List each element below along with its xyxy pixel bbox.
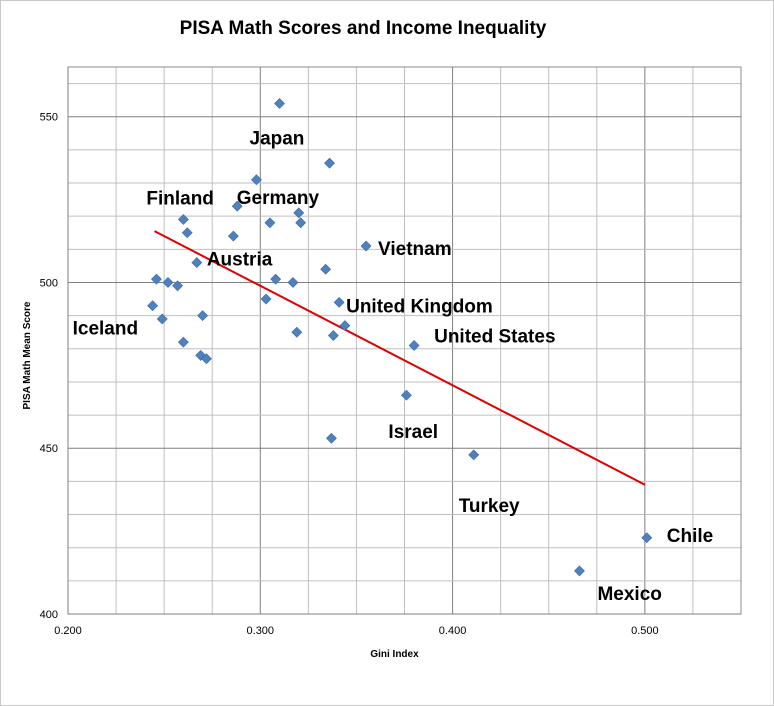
data-point [251,174,262,186]
y-axis-label: PISA Math Mean Score [22,301,33,409]
axes: 0.200 0.300 0.400 0.500 400 450 500 550 Gini Ind… [22,67,741,660]
data-point [197,310,209,322]
country-annotation: Vietnam [378,239,452,260]
country-annotation: Mexico [597,584,661,605]
data-point [270,273,282,285]
data-point [408,340,420,351]
data-point [360,240,372,252]
x-tick-label: 0.500 [631,625,659,637]
labels-group: Japan Finland Germany Vietnam Austria Iceland… [73,128,714,604]
country-annotation: Japan [250,128,305,149]
data-point [156,313,168,325]
data-point [147,300,159,312]
data-point [333,296,345,308]
data-point [260,293,272,305]
country-annotation: Germany [237,188,320,209]
data-point [151,273,162,285]
country-annotation: Finland [146,188,214,209]
gridlines [67,66,742,615]
data-point [324,157,335,169]
data-point [231,200,243,212]
data-point [400,389,412,401]
data-point [326,432,337,444]
data-point [641,532,653,544]
country-annotation: Turkey [459,496,520,517]
data-point [339,320,351,332]
data-point [574,565,585,577]
chart-title: PISA Math Scores and Income Inequality [179,18,547,39]
data-point [291,326,303,338]
data-point [327,330,339,341]
data-point [177,214,189,225]
data-point [274,98,285,109]
trendline-group [154,230,646,486]
country-annotation: Israel [388,422,438,443]
x-tick-label: 0.200 [54,625,82,637]
country-annotation: United Kingdom [346,296,493,317]
data-point [295,217,307,229]
data-point [264,217,276,229]
data-point [287,277,299,288]
y-tick-label: 500 [40,277,58,289]
y-tick-label: 400 [40,609,58,621]
country-annotation: United States [434,326,555,347]
points-group [147,98,653,577]
country-annotation: Austria [207,250,273,271]
data-point [320,263,332,275]
data-point [227,230,239,242]
data-point [162,277,174,288]
y-tick-label: 450 [40,443,58,455]
data-point [191,257,203,269]
x-tick-label: 0.400 [439,625,467,637]
x-axis-label: Gini Index [370,649,419,660]
data-point [172,280,184,292]
country-annotation: Chile [667,526,713,547]
data-point [201,353,212,365]
y-tick-label: 550 [40,112,58,124]
country-annotation: Iceland [73,319,138,340]
data-point [181,227,193,239]
data-point [177,336,189,348]
x-tick-label: 0.300 [247,625,275,637]
trendline [154,230,646,486]
data-point [468,449,480,461]
data-point [293,207,305,219]
